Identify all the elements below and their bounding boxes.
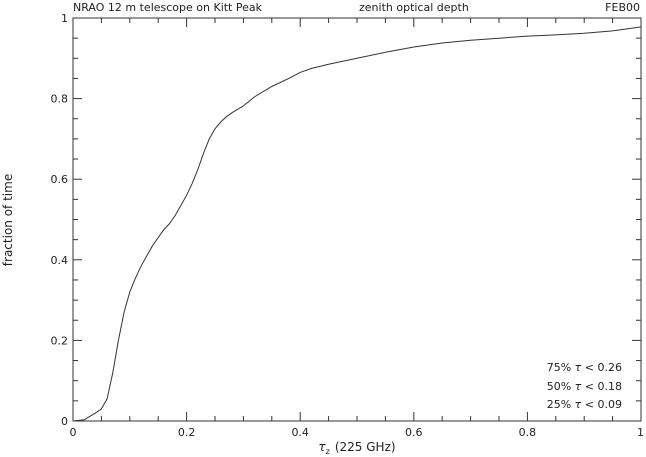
- annotation-op: <: [581, 380, 597, 393]
- annotation-value: 0.09: [598, 398, 623, 411]
- annotation-tau: τ: [575, 380, 582, 393]
- annotation-pct: 75%: [547, 361, 575, 374]
- x-tick-labels: 0 0.2 0.4 0.6 0.8 1: [70, 426, 645, 439]
- series-line: [72, 26, 642, 422]
- x-tick-label: 1: [637, 426, 644, 439]
- x-axis-label: τz (225 GHz): [318, 440, 395, 456]
- annotations: 75% τ < 0.26 50% τ < 0.18 25% τ < 0.09: [547, 361, 622, 411]
- x-axis-label-rest: (225 GHz): [335, 440, 396, 454]
- header-center: zenith optical depth: [359, 1, 469, 14]
- x-axis-label-subscript: z: [326, 447, 330, 456]
- annotation-line: 25% τ < 0.09: [547, 398, 622, 411]
- annotation-op: <: [581, 398, 597, 411]
- y-tick-label: 0.4: [51, 254, 69, 267]
- y-tick-label: 0.2: [51, 334, 69, 347]
- y-tick-label: 0.6: [51, 173, 69, 186]
- x-tick-label: 0.6: [405, 426, 423, 439]
- header-right: FEB00: [605, 1, 640, 14]
- annotation-value: 0.26: [598, 361, 623, 374]
- annotation-value: 0.18: [598, 380, 623, 393]
- x-tick-label: 0.2: [178, 426, 196, 439]
- annotation-line: 75% τ < 0.26: [547, 361, 622, 374]
- annotation-op: <: [581, 361, 597, 374]
- axis-ticks: [72, 17, 642, 422]
- annotation-line: 50% τ < 0.18: [547, 380, 622, 393]
- x-axis-label-symbol: τ: [318, 440, 326, 454]
- annotation-pct: 50%: [547, 380, 575, 393]
- y-tick-label: 0: [61, 415, 68, 428]
- x-tick-label: 0.4: [291, 426, 309, 439]
- x-tick-label: 0: [70, 426, 77, 439]
- annotation-pct: 25%: [547, 398, 575, 411]
- y-axis-label: fraction of time: [1, 174, 15, 266]
- annotation-tau: τ: [575, 398, 582, 411]
- y-tick-labels: 0 0.2 0.4 0.6 0.8 1: [51, 12, 69, 428]
- header-left: NRAO 12 m telescope on Kitt Peak: [73, 1, 263, 14]
- annotation-tau: τ: [575, 361, 582, 374]
- y-tick-label: 0.8: [51, 93, 69, 106]
- y-tick-label: 1: [61, 12, 68, 25]
- x-tick-label: 0.8: [519, 426, 537, 439]
